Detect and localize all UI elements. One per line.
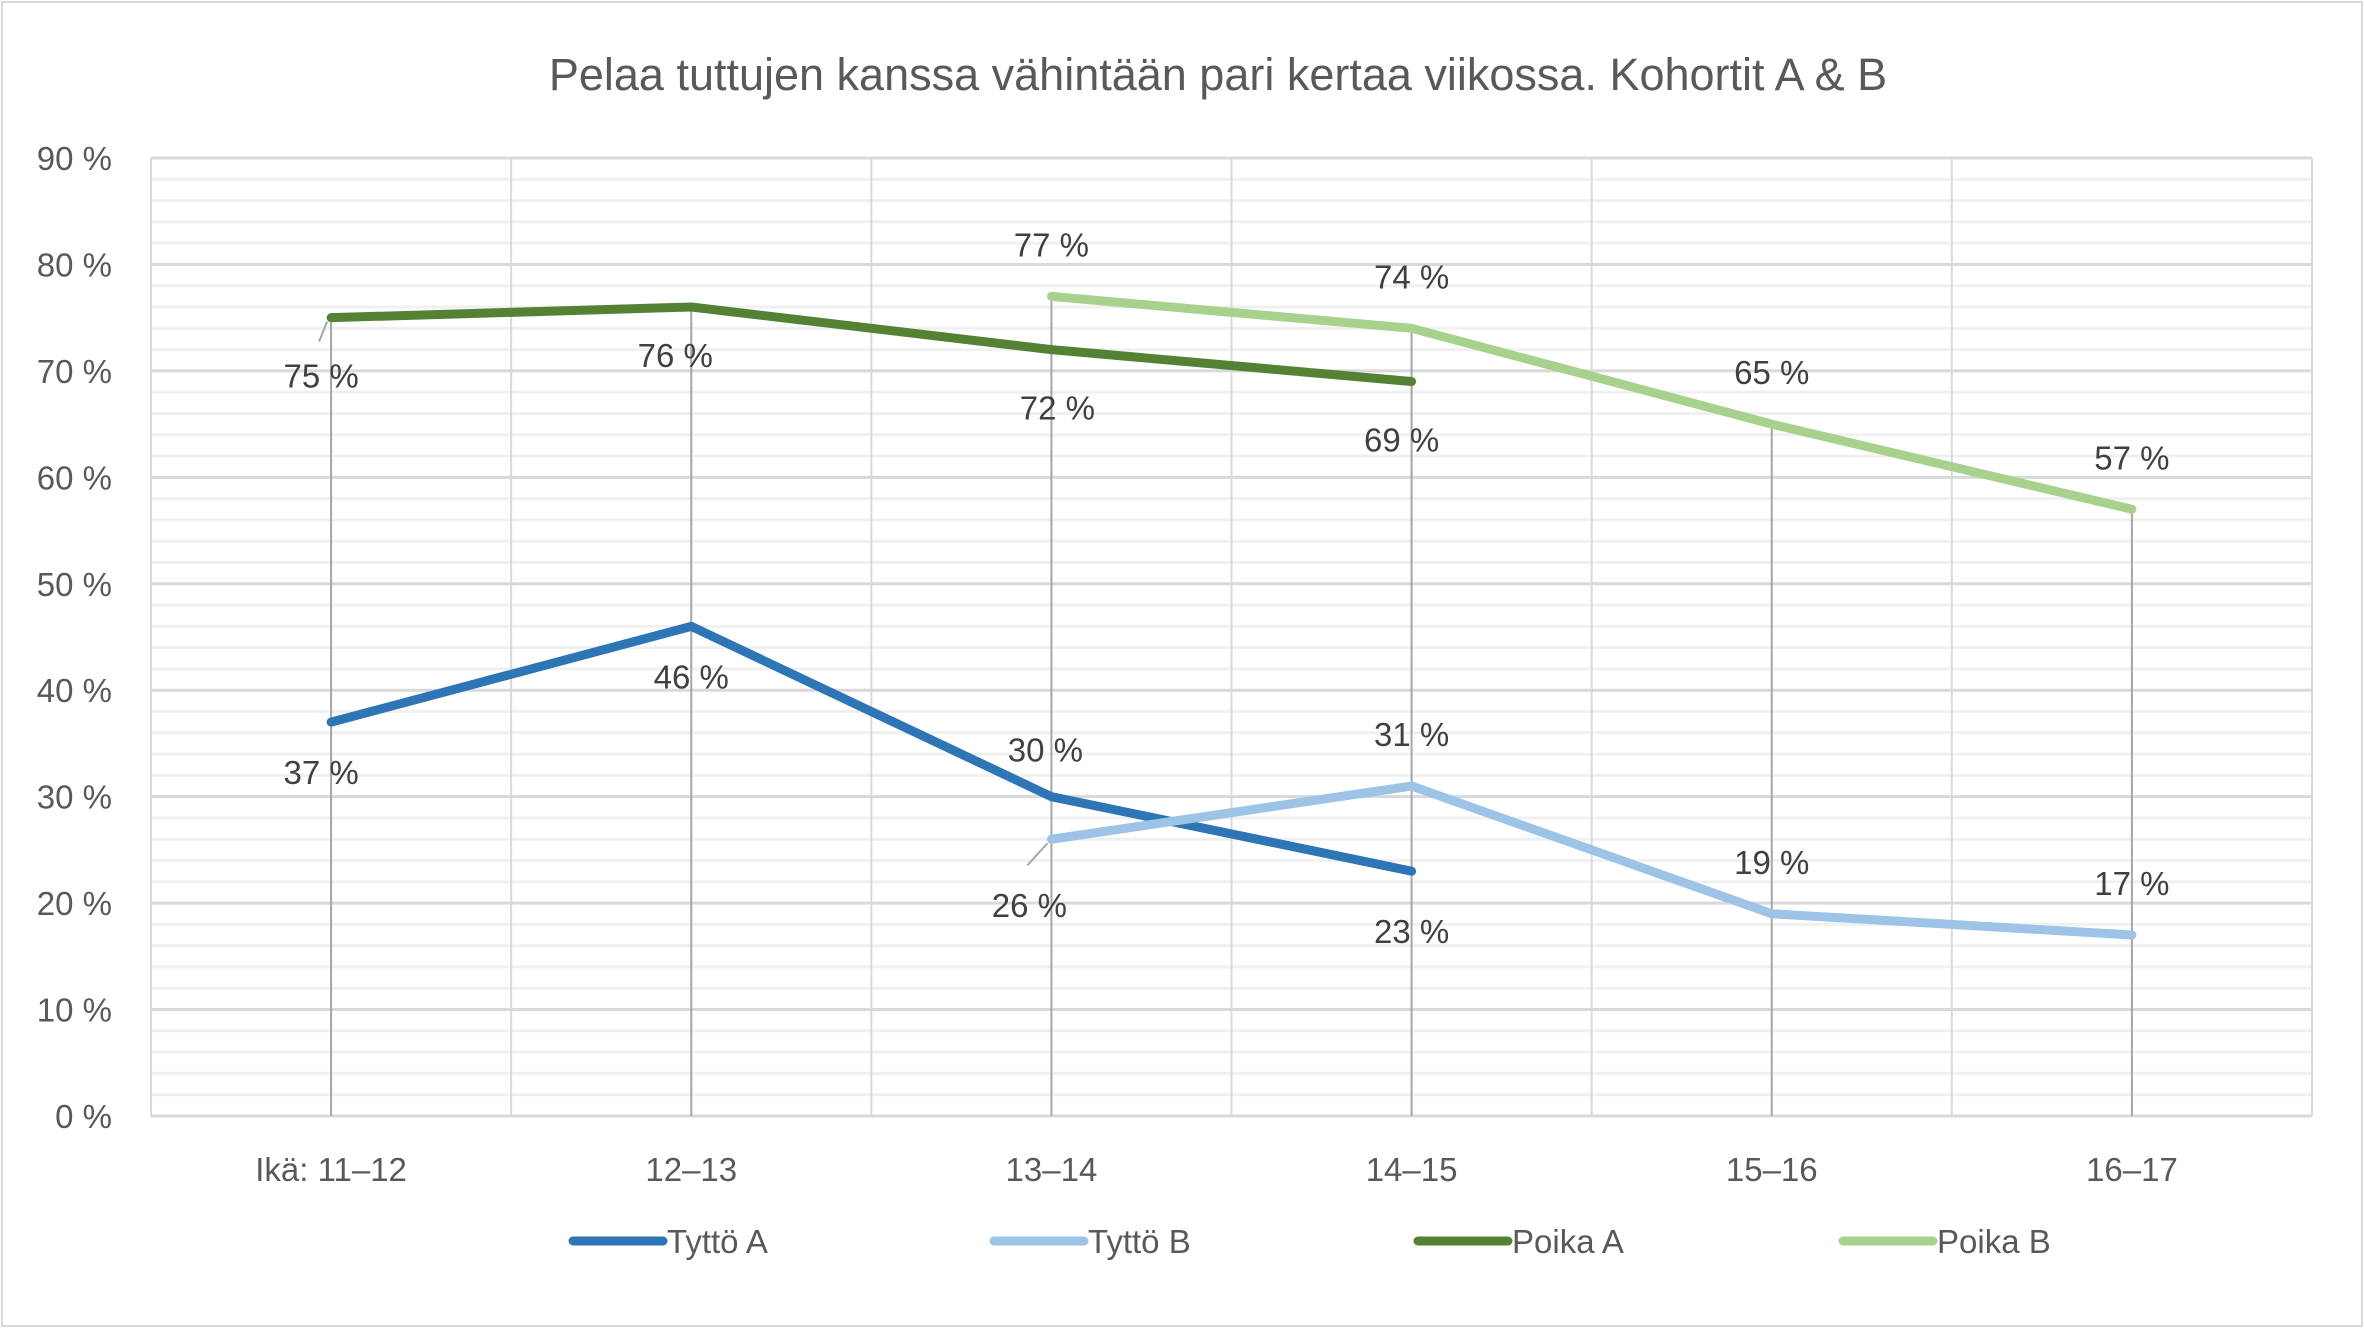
- series-line-tyttö-b: [1046, 781, 2137, 940]
- y-tick-label: 90 %: [37, 140, 112, 177]
- y-tick-label: 30 %: [37, 779, 112, 816]
- legend-item: Tyttö A: [568, 1223, 768, 1260]
- series-lines: [326, 291, 2137, 940]
- data-label: 77 %: [1014, 226, 1089, 263]
- legend-label: Tyttö B: [1088, 1223, 1191, 1260]
- data-label: 31 %: [1374, 716, 1449, 753]
- data-label: 17 %: [2094, 865, 2169, 902]
- data-label: 57 %: [2094, 439, 2169, 476]
- series-line-poika-a: [326, 302, 1417, 387]
- x-tick-label: 15–16: [1726, 1151, 1818, 1188]
- legend-item: Poika A: [1413, 1223, 1624, 1260]
- series-line-poika-b: [1046, 291, 2137, 514]
- y-tick-label: 0 %: [55, 1098, 112, 1135]
- y-tick-label: 80 %: [37, 246, 112, 283]
- data-label: 19 %: [1734, 844, 1809, 881]
- leader-line: [1026, 842, 1049, 866]
- x-tick-label: Ikä: 11–12: [255, 1151, 407, 1188]
- data-label: 74 %: [1374, 258, 1449, 295]
- data-label: 76 %: [638, 337, 713, 374]
- data-label: 75 %: [283, 358, 358, 395]
- legend-label: Poika A: [1512, 1223, 1624, 1260]
- y-tick-label: 50 %: [37, 566, 112, 603]
- legend-item: Poika B: [1838, 1223, 2051, 1260]
- gridlines: [150, 156, 2313, 1118]
- legend-label: Poika B: [1937, 1223, 2051, 1260]
- data-label: 46 %: [654, 658, 729, 695]
- data-label: 30 %: [1008, 732, 1083, 769]
- legend-label: Tyttö A: [667, 1223, 768, 1260]
- data-label: 65 %: [1734, 354, 1809, 391]
- data-label: 37 %: [283, 754, 358, 791]
- y-tick-label: 60 %: [37, 459, 112, 496]
- x-tick-label: 13–14: [1006, 1151, 1098, 1188]
- legend: Tyttö A Tyttö B Poika A Poika B: [568, 1223, 2051, 1260]
- data-label: 69 %: [1364, 422, 1439, 459]
- series-line-tyttö-a: [326, 621, 1417, 876]
- x-tick-label: 16–17: [2086, 1151, 2178, 1188]
- data-label: 26 %: [992, 887, 1067, 924]
- leader-line: [318, 321, 329, 343]
- y-tick-label: 40 %: [37, 672, 112, 709]
- y-tick-label: 10 %: [37, 992, 112, 1029]
- y-tick-label: 70 %: [37, 353, 112, 390]
- x-tick-label: 12–13: [645, 1151, 737, 1188]
- y-tick-label: 20 %: [37, 885, 112, 922]
- data-label: 72 %: [1020, 390, 1095, 427]
- data-label: 23 %: [1374, 913, 1449, 950]
- legend-item: Tyttö B: [989, 1223, 1191, 1260]
- x-axis-ticks: Ikä: 11–12 12–13 13–14 14–15 15–16 16–17: [255, 1151, 2178, 1188]
- y-axis-ticks: 0 % 10 % 20 % 30 % 40 % 50 % 60 % 70 % 80 % 90 %: [37, 140, 112, 1135]
- data-labels: 37 % 46 % 30 % 23 % 26 % 31 % 19 % 17 % 75 % 76 %…: [283, 226, 2169, 950]
- chart-title: Pelaa tuttujen kanssa vähintään pari ker…: [549, 49, 1887, 100]
- x-tick-label: 14–15: [1366, 1151, 1458, 1188]
- drop-lines: [330, 296, 2133, 1116]
